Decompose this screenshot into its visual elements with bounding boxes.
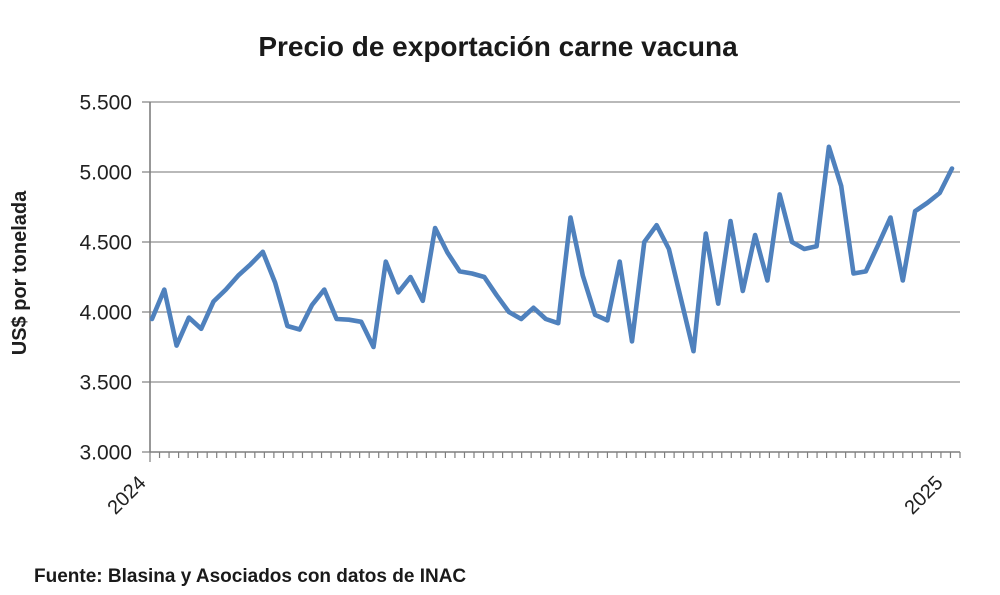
price-series-line [149, 144, 955, 354]
chart-title: Precio de exportación carne vacuna [258, 31, 738, 62]
source-note: Fuente: Blasina y Asociados con datos de… [34, 566, 466, 587]
y-axis-tick-label: 3.000 [79, 442, 132, 465]
y-axis-tick-label: 4.000 [79, 302, 132, 325]
x-axis-year-label-2024: 2024 [104, 472, 151, 519]
gridlines [150, 101, 960, 383]
y-axis-ticks [142, 101, 150, 453]
y-axis-tick-labels: 5.500 5.000 4.500 4.000 3.500 3.000 [79, 92, 132, 465]
y-axis-tick-label: 5.500 [79, 92, 132, 115]
x-axis-ticks [149, 452, 961, 462]
y-axis-title: US$ por tonelada [9, 190, 31, 355]
y-axis-tick-label: 4.500 [79, 232, 132, 255]
y-axis-tick-label: 5.000 [79, 162, 132, 185]
y-axis-tick-label: 3.500 [79, 372, 132, 395]
x-axis-year-label-2025: 2025 [901, 472, 948, 519]
